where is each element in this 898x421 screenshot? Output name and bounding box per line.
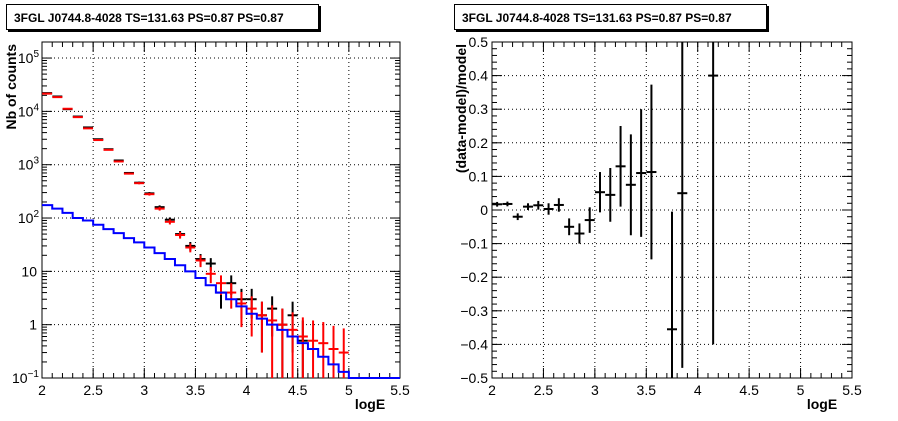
right-x-tick-label: 2 <box>488 382 496 398</box>
right-y-tick-label: 0 <box>480 202 488 218</box>
right-y-axis-title: (data-model)/model <box>453 44 469 173</box>
right-y-tick-label: 0.5 <box>469 34 489 50</box>
right-y-tick-label: −0.5 <box>460 370 488 386</box>
right-data-point <box>574 223 585 244</box>
left-data-point <box>297 317 308 378</box>
left-data-point <box>103 148 114 151</box>
right-y-tick-label: −0.2 <box>460 269 488 285</box>
left-series-step-line <box>42 204 400 379</box>
right-x-axis-title: logE <box>807 396 837 412</box>
right-x-tick-label: 2.5 <box>534 382 554 398</box>
left-data-point <box>175 231 186 239</box>
right-data-point <box>636 109 647 237</box>
right-x-tick-label: 3.5 <box>637 382 657 398</box>
left-y-axis-title: Nb of counts <box>3 44 19 130</box>
left-data-point <box>236 291 247 328</box>
left-data-point <box>205 267 216 284</box>
right-data-point <box>553 198 564 212</box>
right-y-tick-label: 0.1 <box>469 168 489 184</box>
right-y-tick-label: 0.4 <box>469 68 489 84</box>
left-data-point <box>123 172 134 175</box>
left-plot-frame <box>41 41 401 379</box>
left-y-tick-label: 105 <box>18 49 40 66</box>
left-data-point <box>226 283 237 309</box>
left-data-point <box>246 296 257 337</box>
left-data-point <box>72 116 83 119</box>
right-y-tick-label: 0.2 <box>469 135 489 151</box>
right-data-point <box>543 203 554 215</box>
right-y-tick-label: −0.3 <box>460 303 488 319</box>
left-data-point <box>113 160 124 163</box>
left-data-point <box>195 255 206 268</box>
left-chart-title: 3FGL J0744.8-4028 TS=131.63 PS=0.87 PS=0… <box>6 4 319 30</box>
right-data-point <box>708 42 719 345</box>
left-y-tick-label: 10 <box>21 263 37 279</box>
right-data-point <box>502 201 513 207</box>
right-x-tick-label: 5.5 <box>842 382 862 398</box>
left-data-point <box>277 308 288 378</box>
left-x-tick-label: 2 <box>38 382 46 398</box>
left-data-point <box>185 243 196 253</box>
right-data-point <box>512 213 523 221</box>
left-x-tick-label: 4 <box>243 382 251 398</box>
left-y-tick-label: 103 <box>18 156 40 173</box>
right-data-point <box>523 203 533 210</box>
left-x-tick-label: 4.5 <box>288 382 308 398</box>
right-chart-title: 3FGL J0744.8-4028 TS=131.63 PS=0.87 PS=0… <box>454 4 767 30</box>
right-y-tick-label: −0.4 <box>460 336 488 352</box>
left-y-tick-label: 104 <box>18 102 40 119</box>
left-y-tick-label: 1 <box>29 317 37 333</box>
left-data-point <box>154 206 165 211</box>
right-x-tick-label: 3 <box>591 382 599 398</box>
left-data-point <box>256 301 267 353</box>
right-data-point <box>667 211 677 378</box>
right-data-point <box>677 42 688 368</box>
left-data-point <box>134 182 145 185</box>
left-x-tick-label: 3 <box>140 382 148 398</box>
right-data-point <box>615 126 626 207</box>
left-data-point <box>287 312 298 378</box>
right-data-point <box>492 201 503 207</box>
right-data-point <box>625 134 636 236</box>
right-data-point <box>646 84 657 260</box>
left-data-point <box>93 139 104 142</box>
left-data-point <box>328 325 339 378</box>
left-data-point <box>318 322 329 378</box>
right-y-tick-label: −0.1 <box>460 236 488 252</box>
left-data-point <box>267 305 278 378</box>
left-data-point <box>338 328 349 378</box>
left-data-point <box>144 192 155 196</box>
left-x-tick-label: 2.5 <box>83 382 103 398</box>
right-x-tick-label: 4.5 <box>739 382 759 398</box>
left-x-tick-label: 5.5 <box>390 382 410 398</box>
left-x-tick-label: 3.5 <box>186 382 206 398</box>
right-data-point <box>595 172 605 213</box>
right-y-tick-label: 0.3 <box>469 101 489 117</box>
left-y-tick-label: 10−1 <box>12 369 39 386</box>
left-data-point <box>164 219 175 225</box>
left-x-tick-label: 5 <box>345 382 353 398</box>
right-data-point <box>584 207 595 233</box>
right-x-tick-label: 5 <box>797 382 805 398</box>
right-data-point <box>533 200 544 210</box>
right-data-point <box>605 168 616 222</box>
left-data-point <box>83 127 94 130</box>
left-y-tick-label: 102 <box>18 209 40 226</box>
right-data-point <box>564 218 575 236</box>
right-x-tick-label: 4 <box>694 382 702 398</box>
left-x-axis-title: logE <box>355 396 385 412</box>
